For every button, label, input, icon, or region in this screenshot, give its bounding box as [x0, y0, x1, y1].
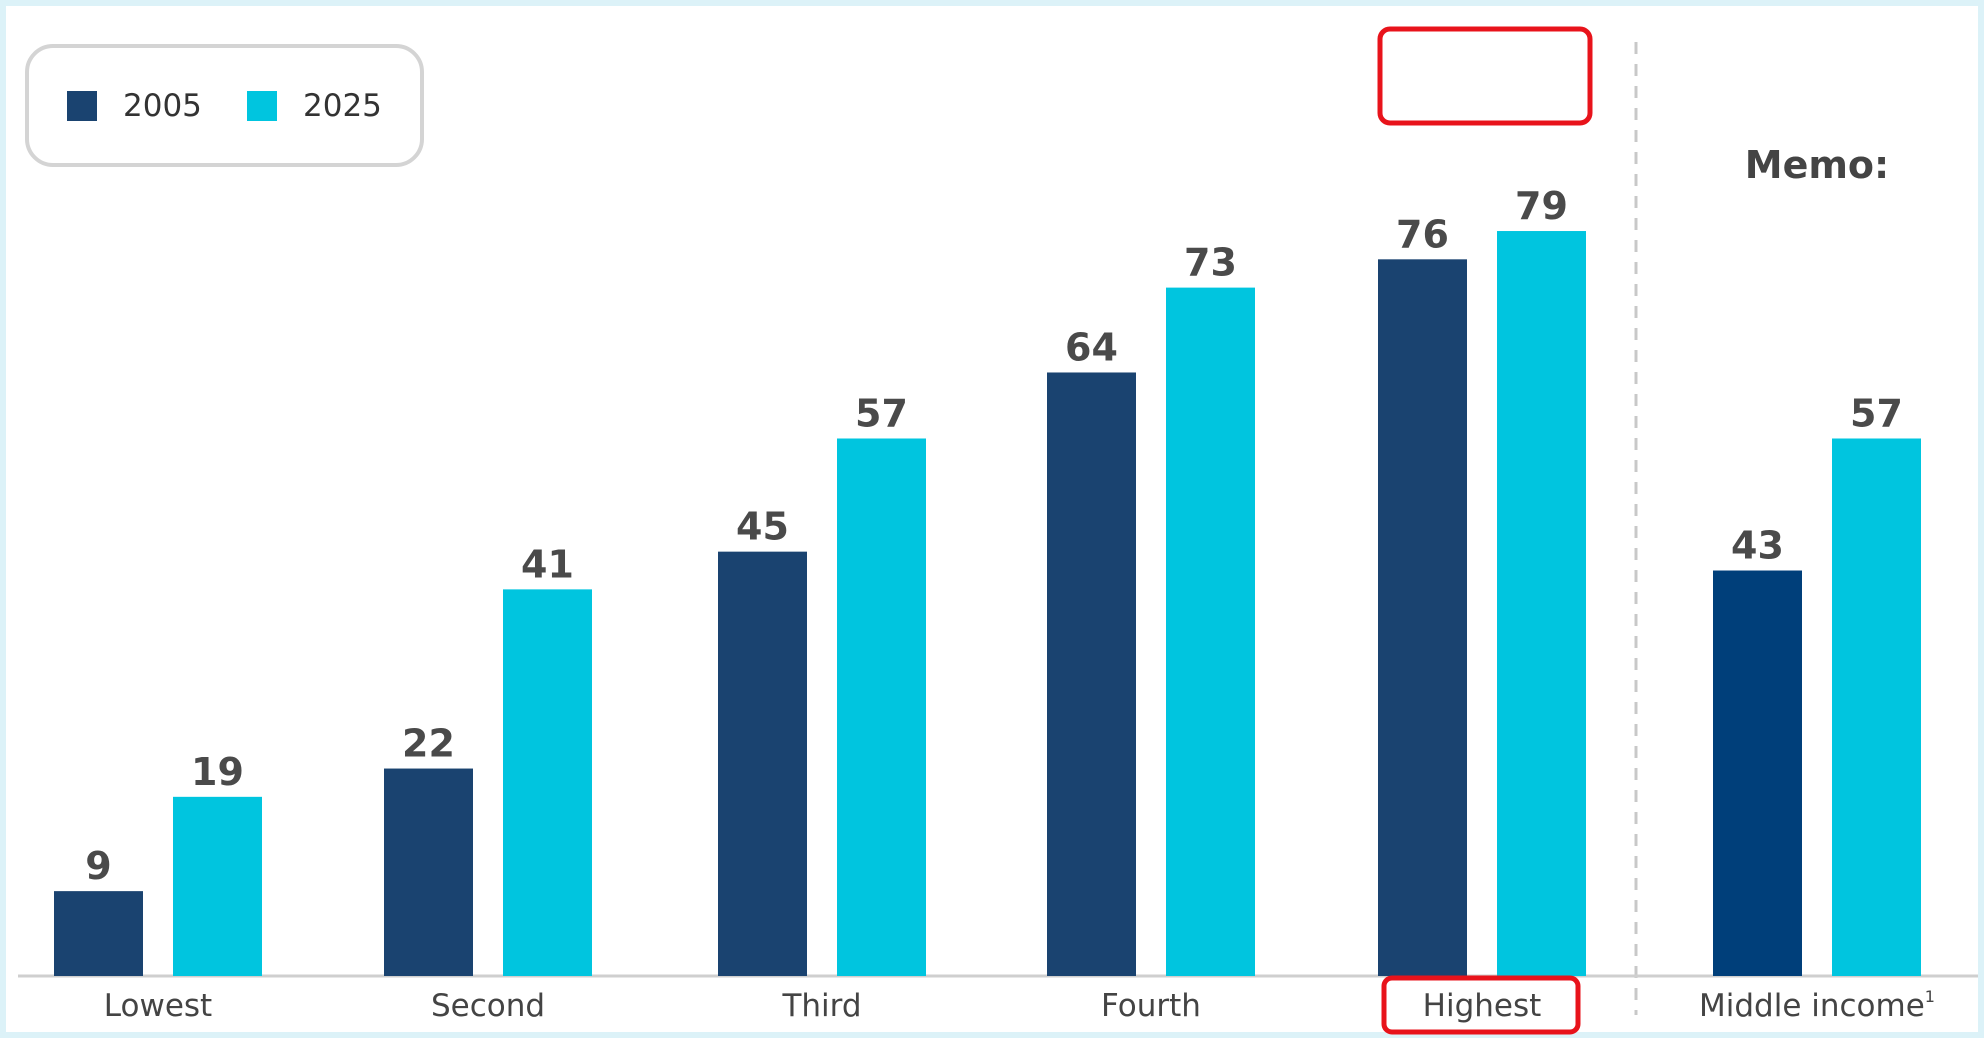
value-label-2025-highest: 79	[1515, 184, 1568, 228]
value-label-2025-third: 57	[855, 391, 908, 435]
value-label-2025-second: 41	[521, 542, 574, 586]
footnote-marker: 1	[1925, 987, 1935, 1006]
bar-2025-third	[837, 438, 926, 976]
category-label-highest: Highest	[1423, 988, 1542, 1024]
highlight-box-values	[1377, 26, 1593, 126]
value-label-2025-middle-income: 57	[1850, 391, 1903, 435]
value-label-2005-second: 22	[402, 722, 455, 766]
bar-2025-fourth	[1166, 287, 1255, 976]
bar-2005-highest	[1378, 259, 1467, 976]
category-label-fourth: Fourth	[1101, 988, 1201, 1024]
value-label-2025-lowest: 19	[191, 750, 244, 794]
bar-2025-second	[503, 589, 592, 976]
legend-label-2025: 2025	[303, 88, 382, 124]
bar-2005-middle-income	[1713, 570, 1802, 976]
value-label-2005-fourth: 64	[1065, 325, 1118, 369]
category-label-lowest: Lowest	[104, 988, 212, 1024]
value-label-2005-highest: 76	[1396, 212, 1449, 256]
highlight-box-category	[1381, 975, 1581, 1035]
legend-swatch-2005	[67, 91, 97, 121]
category-label-second: Second	[431, 988, 545, 1024]
memo-heading: Memo:	[1745, 143, 1890, 187]
value-label-2005-third: 45	[736, 505, 789, 549]
bar-2005-second	[384, 768, 473, 976]
value-label-2025-fourth: 73	[1184, 241, 1237, 285]
bar-2025-lowest	[173, 796, 262, 976]
bar-2005-fourth	[1047, 372, 1136, 977]
bar-2005-lowest	[54, 891, 143, 976]
bar-2025-highest	[1497, 231, 1586, 976]
bar-2025-middle-income	[1832, 438, 1921, 976]
chart-background	[6, 6, 1978, 1032]
legend-swatch-2025	[247, 91, 277, 121]
category-label-third: Third	[781, 988, 861, 1024]
value-label-2005-lowest: 9	[85, 844, 111, 888]
legend-label-2005: 2005	[123, 88, 202, 124]
legend-box	[25, 44, 424, 167]
value-label-2005-middle-income: 43	[1731, 524, 1784, 568]
bar-2005-third	[718, 551, 807, 976]
category-label-middle-income: Middle income1	[1699, 987, 1935, 1024]
